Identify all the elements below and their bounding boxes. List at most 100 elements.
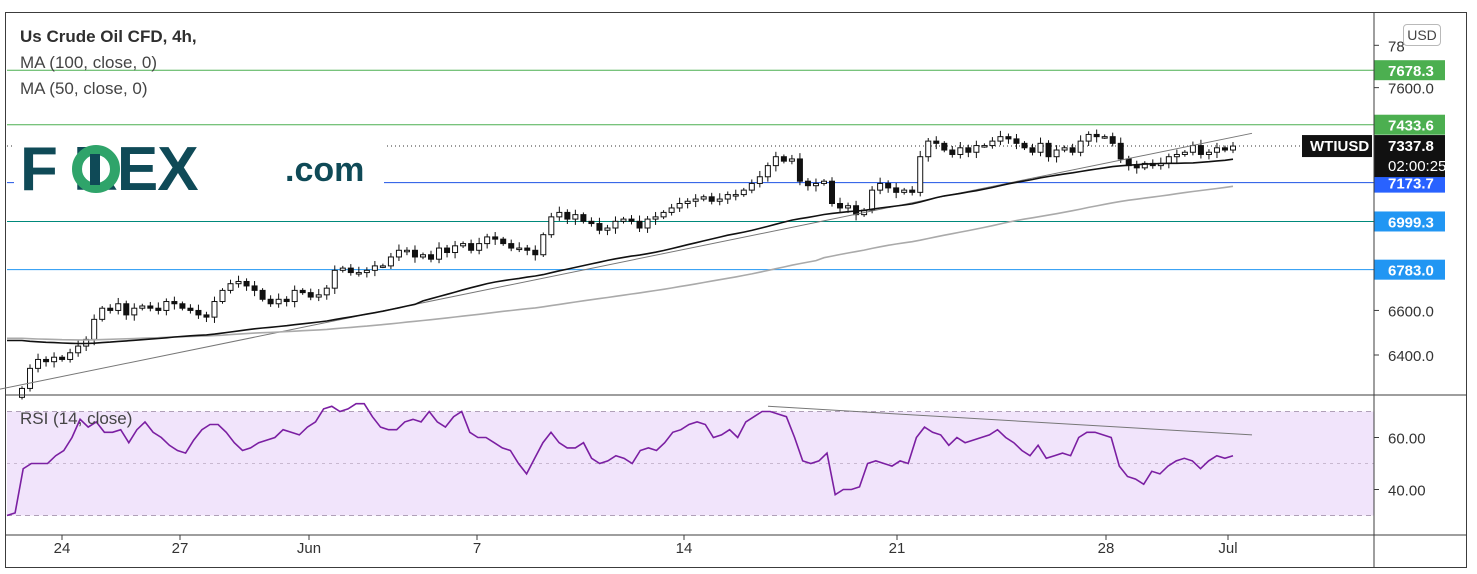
- candle-up: [460, 243, 467, 247]
- candle-up: [989, 140, 996, 147]
- candle-up: [1053, 149, 1060, 158]
- level-tag: [1374, 259, 1445, 280]
- ma50-legend[interactable]: MA (50, close, 0): [20, 79, 148, 98]
- currency-button[interactable]: USD: [1403, 24, 1441, 46]
- candle: [909, 186, 916, 196]
- candle-up: [419, 254, 426, 258]
- candle: [901, 187, 908, 195]
- candle-down: [299, 289, 306, 294]
- price-trendline: [0, 132, 1253, 390]
- candle-up: [540, 234, 547, 256]
- candle-down: [628, 218, 635, 222]
- candle: [820, 178, 827, 186]
- candle: [67, 348, 74, 363]
- time-tick-label: 24: [54, 540, 71, 557]
- candle-up: [917, 156, 924, 193]
- candle: [411, 245, 418, 263]
- candle: [492, 232, 499, 245]
- candle-up: [644, 218, 651, 229]
- candle: [403, 247, 410, 256]
- candle: [973, 140, 980, 159]
- candle-up: [732, 194, 739, 197]
- candle-up: [291, 289, 298, 303]
- candle-up: [1077, 140, 1084, 153]
- candle: [1165, 153, 1172, 169]
- candle-up: [1085, 133, 1092, 142]
- rsi-legend[interactable]: RSI (14, close): [20, 409, 133, 428]
- candle-up: [363, 269, 370, 274]
- candle: [19, 386, 25, 400]
- candle: [259, 288, 266, 302]
- candle-up: [115, 303, 122, 311]
- candle-up: [436, 247, 443, 260]
- candle: [1029, 143, 1036, 156]
- candle: [660, 210, 667, 220]
- candle-down: [500, 238, 507, 245]
- candle: [468, 239, 475, 254]
- rsi-line: [6, 402, 1234, 517]
- candle-down: [283, 298, 290, 303]
- price-tick-label: 78: [1388, 38, 1405, 55]
- candle-up: [67, 352, 74, 360]
- candle: [1133, 160, 1140, 174]
- candle: [780, 154, 787, 164]
- candle-up: [139, 305, 146, 309]
- candle-up: [748, 182, 755, 191]
- level-tag: [1374, 60, 1445, 81]
- candle-down: [949, 149, 956, 155]
- candle-down: [588, 220, 595, 225]
- candle-down: [564, 211, 571, 220]
- candle-down: [171, 301, 178, 305]
- symbol-tag: [1302, 135, 1372, 158]
- ma100-legend[interactable]: MA (100, close, 0): [20, 53, 158, 72]
- candle-up: [668, 207, 675, 213]
- candle: [548, 212, 555, 238]
- candle-up: [700, 196, 707, 200]
- time-tick-label: 14: [676, 540, 693, 557]
- rsi-panel: [6, 402, 1374, 517]
- candle-down: [780, 156, 787, 162]
- candle-up: [323, 287, 330, 296]
- candle-up: [395, 249, 402, 258]
- candle: [139, 303, 146, 311]
- candle: [772, 151, 779, 172]
- candle-up: [51, 356, 58, 363]
- candle: [195, 304, 202, 319]
- candle-down: [1221, 147, 1228, 151]
- candle: [355, 266, 362, 277]
- candle-down: [508, 243, 515, 249]
- chart-title: Us Crude Oil CFD, 4h,: [20, 27, 197, 46]
- candle: [580, 212, 587, 224]
- candle-up: [1205, 151, 1212, 155]
- candle-up: [476, 243, 483, 251]
- candle-up: [35, 358, 42, 369]
- candle: [27, 364, 34, 392]
- candle: [147, 301, 154, 312]
- candle: [796, 153, 803, 186]
- candle-down: [580, 214, 587, 222]
- price-tick-label: 6400.0: [1388, 348, 1434, 365]
- candle-down: [1069, 147, 1076, 153]
- candle-up: [925, 140, 932, 158]
- candle: [1085, 131, 1092, 147]
- candle: [419, 252, 426, 260]
- symbol-tag-label: WTIUSD: [1310, 138, 1369, 155]
- candle-down: [796, 158, 803, 182]
- candle-up: [331, 269, 338, 289]
- candle-up: [692, 198, 699, 202]
- candle-up: [612, 220, 619, 229]
- candle-up: [684, 200, 691, 204]
- candle-up: [973, 145, 980, 153]
- candle: [251, 281, 258, 297]
- candle-down: [59, 356, 66, 360]
- ma100-line: [7, 185, 1234, 341]
- candle: [957, 142, 964, 159]
- forex-logo: F REX .com: [14, 128, 384, 208]
- candle-up: [163, 301, 170, 311]
- candle: [716, 193, 723, 206]
- candle-up: [387, 256, 394, 267]
- candle: [1213, 142, 1220, 159]
- candle: [484, 233, 491, 249]
- candle: [652, 211, 659, 225]
